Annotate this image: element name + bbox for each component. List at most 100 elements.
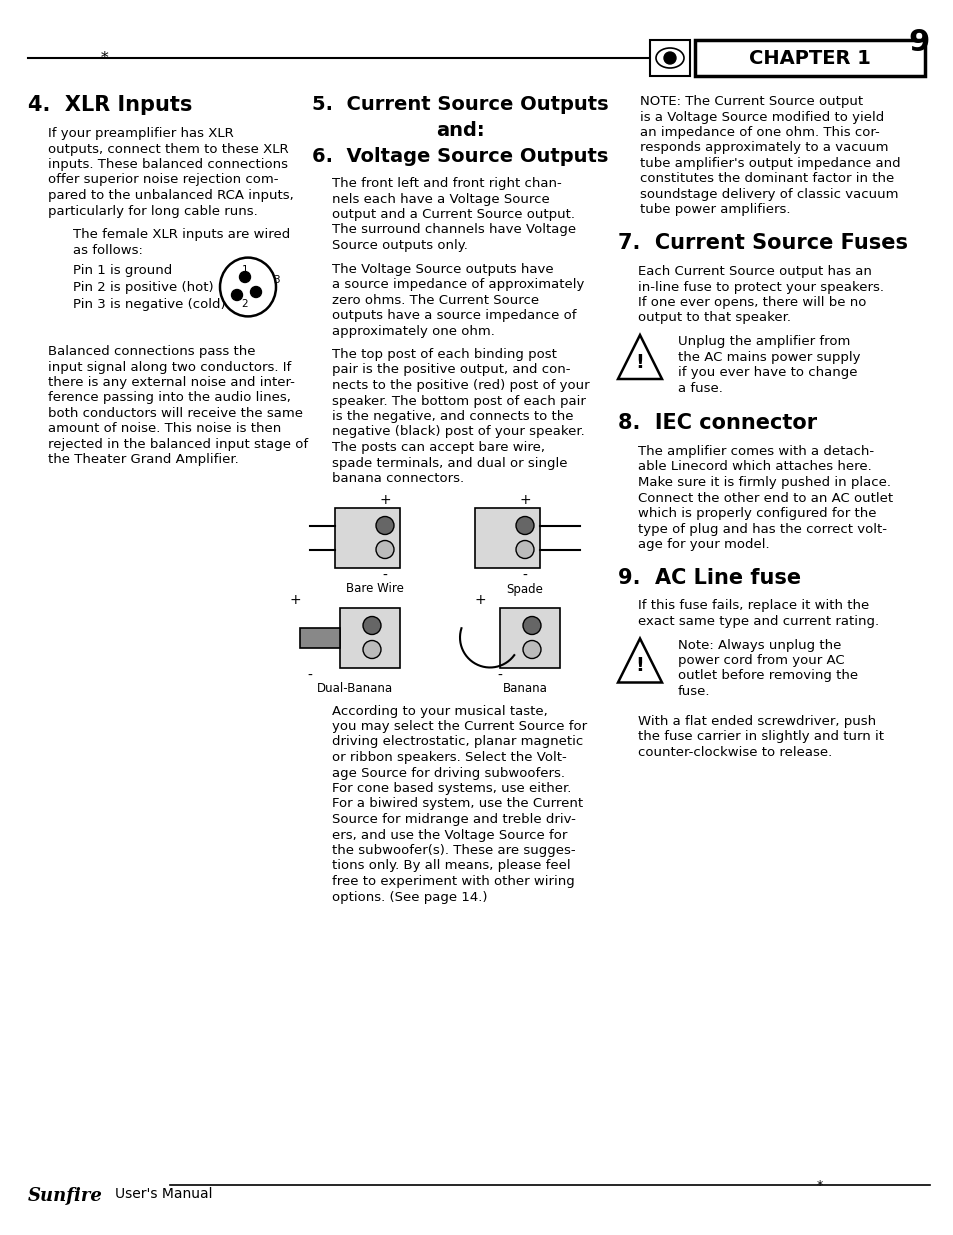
Text: the AC mains power supply: the AC mains power supply <box>678 351 860 363</box>
Text: If this fuse fails, replace it with the: If this fuse fails, replace it with the <box>638 599 868 613</box>
Text: rejected in the balanced input stage of: rejected in the balanced input stage of <box>48 438 308 451</box>
Text: -: - <box>307 668 313 683</box>
Text: 2: 2 <box>241 299 248 309</box>
Circle shape <box>251 287 261 298</box>
Text: input signal along two conductors. If: input signal along two conductors. If <box>48 361 291 373</box>
Text: is a Voltage Source modified to yield: is a Voltage Source modified to yield <box>639 110 883 124</box>
Text: outputs have a source impedance of: outputs have a source impedance of <box>332 309 576 322</box>
Text: power cord from your AC: power cord from your AC <box>678 655 843 667</box>
FancyBboxPatch shape <box>695 40 924 77</box>
Text: For cone based systems, use either.: For cone based systems, use either. <box>332 782 571 795</box>
Circle shape <box>516 516 534 535</box>
Text: -: - <box>382 568 387 583</box>
Text: -: - <box>522 568 527 583</box>
Text: According to your musical taste,: According to your musical taste, <box>332 704 547 718</box>
Circle shape <box>522 641 540 658</box>
Text: responds approximately to a vacuum: responds approximately to a vacuum <box>639 142 887 154</box>
Text: banana connectors.: banana connectors. <box>332 472 464 485</box>
Text: the Theater Grand Amplifier.: the Theater Grand Amplifier. <box>48 453 238 467</box>
Text: If one ever opens, there will be no: If one ever opens, there will be no <box>638 296 865 309</box>
Text: NOTE: The Current Source output: NOTE: The Current Source output <box>639 95 862 107</box>
Text: a fuse.: a fuse. <box>678 382 722 394</box>
Text: 8.  IEC connector: 8. IEC connector <box>618 412 817 433</box>
Text: speaker. The bottom post of each pair: speaker. The bottom post of each pair <box>332 394 585 408</box>
Text: 3: 3 <box>273 275 279 285</box>
Text: the subwoofer(s). These are sugges-: the subwoofer(s). These are sugges- <box>332 844 575 857</box>
Text: ers, and use the Voltage Source for: ers, and use the Voltage Source for <box>332 829 567 841</box>
Text: 5.  Current Source Outputs: 5. Current Source Outputs <box>312 95 608 114</box>
Text: counter-clockwise to release.: counter-clockwise to release. <box>638 746 831 758</box>
Text: output to that speaker.: output to that speaker. <box>638 311 790 325</box>
Text: Note: Always unplug the: Note: Always unplug the <box>678 638 841 652</box>
Text: driving electrostatic, planar magnetic: driving electrostatic, planar magnetic <box>332 736 582 748</box>
Text: User's Manual: User's Manual <box>115 1187 213 1200</box>
Text: in-line fuse to protect your speakers.: in-line fuse to protect your speakers. <box>638 280 883 294</box>
Text: Source for midrange and treble driv-: Source for midrange and treble driv- <box>332 813 576 826</box>
Text: Sunfire: Sunfire <box>28 1187 103 1205</box>
FancyBboxPatch shape <box>649 40 689 77</box>
Text: Balanced connections pass the: Balanced connections pass the <box>48 345 255 358</box>
Text: Dual-Banana: Dual-Banana <box>316 683 393 695</box>
Text: 7.  Current Source Fuses: 7. Current Source Fuses <box>618 233 907 253</box>
Text: offer superior noise rejection com-: offer superior noise rejection com- <box>48 173 278 186</box>
Text: Banana: Banana <box>502 683 547 695</box>
Text: approximately one ohm.: approximately one ohm. <box>332 325 495 337</box>
Text: a source impedance of approximately: a source impedance of approximately <box>332 278 584 291</box>
Text: Unplug the amplifier from: Unplug the amplifier from <box>678 335 849 348</box>
Text: 1: 1 <box>241 266 248 275</box>
Text: age Source for driving subwoofers.: age Source for driving subwoofers. <box>332 767 564 779</box>
Text: there is any external noise and inter-: there is any external noise and inter- <box>48 375 294 389</box>
Text: tions only. By all means, please feel: tions only. By all means, please feel <box>332 860 570 872</box>
Text: The amplifier comes with a detach-: The amplifier comes with a detach- <box>638 445 873 458</box>
Text: 4.  XLR Inputs: 4. XLR Inputs <box>28 95 193 115</box>
Text: +: + <box>474 593 485 606</box>
Text: if you ever have to change: if you ever have to change <box>678 366 857 379</box>
Text: options. (See page 14.): options. (See page 14.) <box>332 890 487 904</box>
Text: With a flat ended screwdriver, push: With a flat ended screwdriver, push <box>638 715 875 727</box>
Text: amount of noise. This noise is then: amount of noise. This noise is then <box>48 422 281 436</box>
Text: an impedance of one ohm. This cor-: an impedance of one ohm. This cor- <box>639 126 879 140</box>
Text: The surround channels have Voltage: The surround channels have Voltage <box>332 224 576 236</box>
Text: The top post of each binding post: The top post of each binding post <box>332 348 557 361</box>
Text: soundstage delivery of classic vacuum: soundstage delivery of classic vacuum <box>639 188 898 201</box>
Text: pair is the positive output, and con-: pair is the positive output, and con- <box>332 363 570 377</box>
Text: +: + <box>378 493 391 506</box>
Text: as follows:: as follows: <box>73 243 143 257</box>
Text: both conductors will receive the same: both conductors will receive the same <box>48 408 303 420</box>
Text: Make sure it is firmly pushed in place.: Make sure it is firmly pushed in place. <box>638 475 890 489</box>
Text: nects to the positive (red) post of your: nects to the positive (red) post of your <box>332 379 589 391</box>
FancyBboxPatch shape <box>499 608 559 667</box>
Text: Spade: Spade <box>506 583 543 595</box>
Text: pared to the unbalanced RCA inputs,: pared to the unbalanced RCA inputs, <box>48 189 294 203</box>
Text: the fuse carrier in slightly and turn it: the fuse carrier in slightly and turn it <box>638 730 883 743</box>
Text: nels each have a Voltage Source: nels each have a Voltage Source <box>332 193 549 205</box>
Text: ference passing into the audio lines,: ference passing into the audio lines, <box>48 391 291 405</box>
Text: Each Current Source output has an: Each Current Source output has an <box>638 266 871 278</box>
FancyBboxPatch shape <box>475 508 539 568</box>
Circle shape <box>375 516 394 535</box>
Text: Source outputs only.: Source outputs only. <box>332 240 467 252</box>
FancyBboxPatch shape <box>339 608 399 667</box>
Text: able Linecord which attaches here.: able Linecord which attaches here. <box>638 461 871 473</box>
Text: If your preamplifier has XLR: If your preamplifier has XLR <box>48 127 233 140</box>
Text: free to experiment with other wiring: free to experiment with other wiring <box>332 876 574 888</box>
FancyBboxPatch shape <box>335 508 399 568</box>
Circle shape <box>375 541 394 558</box>
Text: +: + <box>518 493 530 506</box>
Text: inputs. These balanced connections: inputs. These balanced connections <box>48 158 288 170</box>
Text: you may select the Current Source for: you may select the Current Source for <box>332 720 586 734</box>
Text: +: + <box>289 593 300 606</box>
Text: which is properly configured for the: which is properly configured for the <box>638 508 876 520</box>
FancyBboxPatch shape <box>299 627 339 647</box>
Circle shape <box>516 541 534 558</box>
Text: tube power amplifiers.: tube power amplifiers. <box>639 204 790 216</box>
Text: Pin 2 is positive (hot): Pin 2 is positive (hot) <box>73 282 213 294</box>
Text: The posts can accept bare wire,: The posts can accept bare wire, <box>332 441 544 454</box>
Text: or ribbon speakers. Select the Volt-: or ribbon speakers. Select the Volt- <box>332 751 566 764</box>
Text: and:: and: <box>436 121 484 140</box>
Text: *: * <box>816 1178 822 1192</box>
Text: spade terminals, and dual or single: spade terminals, and dual or single <box>332 457 567 469</box>
Circle shape <box>363 616 380 635</box>
Text: The Voltage Source outputs have: The Voltage Source outputs have <box>332 263 553 275</box>
Text: The female XLR inputs are wired: The female XLR inputs are wired <box>73 228 290 241</box>
